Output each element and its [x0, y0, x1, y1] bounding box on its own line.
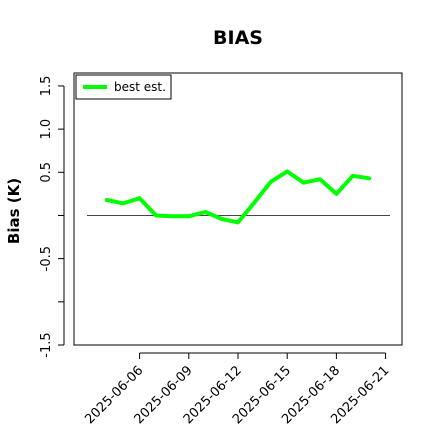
y-axis: -1.5 -0.5 0.5 1.0 1.5 — [39, 76, 65, 358]
x-axis: 2025-06-062025-06-092025-06-122025-06-15… — [82, 352, 392, 427]
chart-title: BIAS — [213, 27, 263, 49]
y-tick-label: -0.5 — [39, 246, 54, 271]
y-tick-label: 0.5 — [39, 162, 54, 183]
y-tick-label: 1.5 — [39, 76, 54, 97]
y-tick-label: 1.0 — [39, 119, 54, 140]
plot-frame — [73, 72, 403, 346]
series-line — [104, 169, 372, 225]
legend-label: best est. — [114, 80, 166, 94]
y-tick-label: -1.5 — [39, 332, 54, 357]
series-layer — [104, 169, 372, 225]
legend: best est. — [75, 74, 172, 100]
y-axis-label: Bias (K) — [5, 178, 23, 244]
